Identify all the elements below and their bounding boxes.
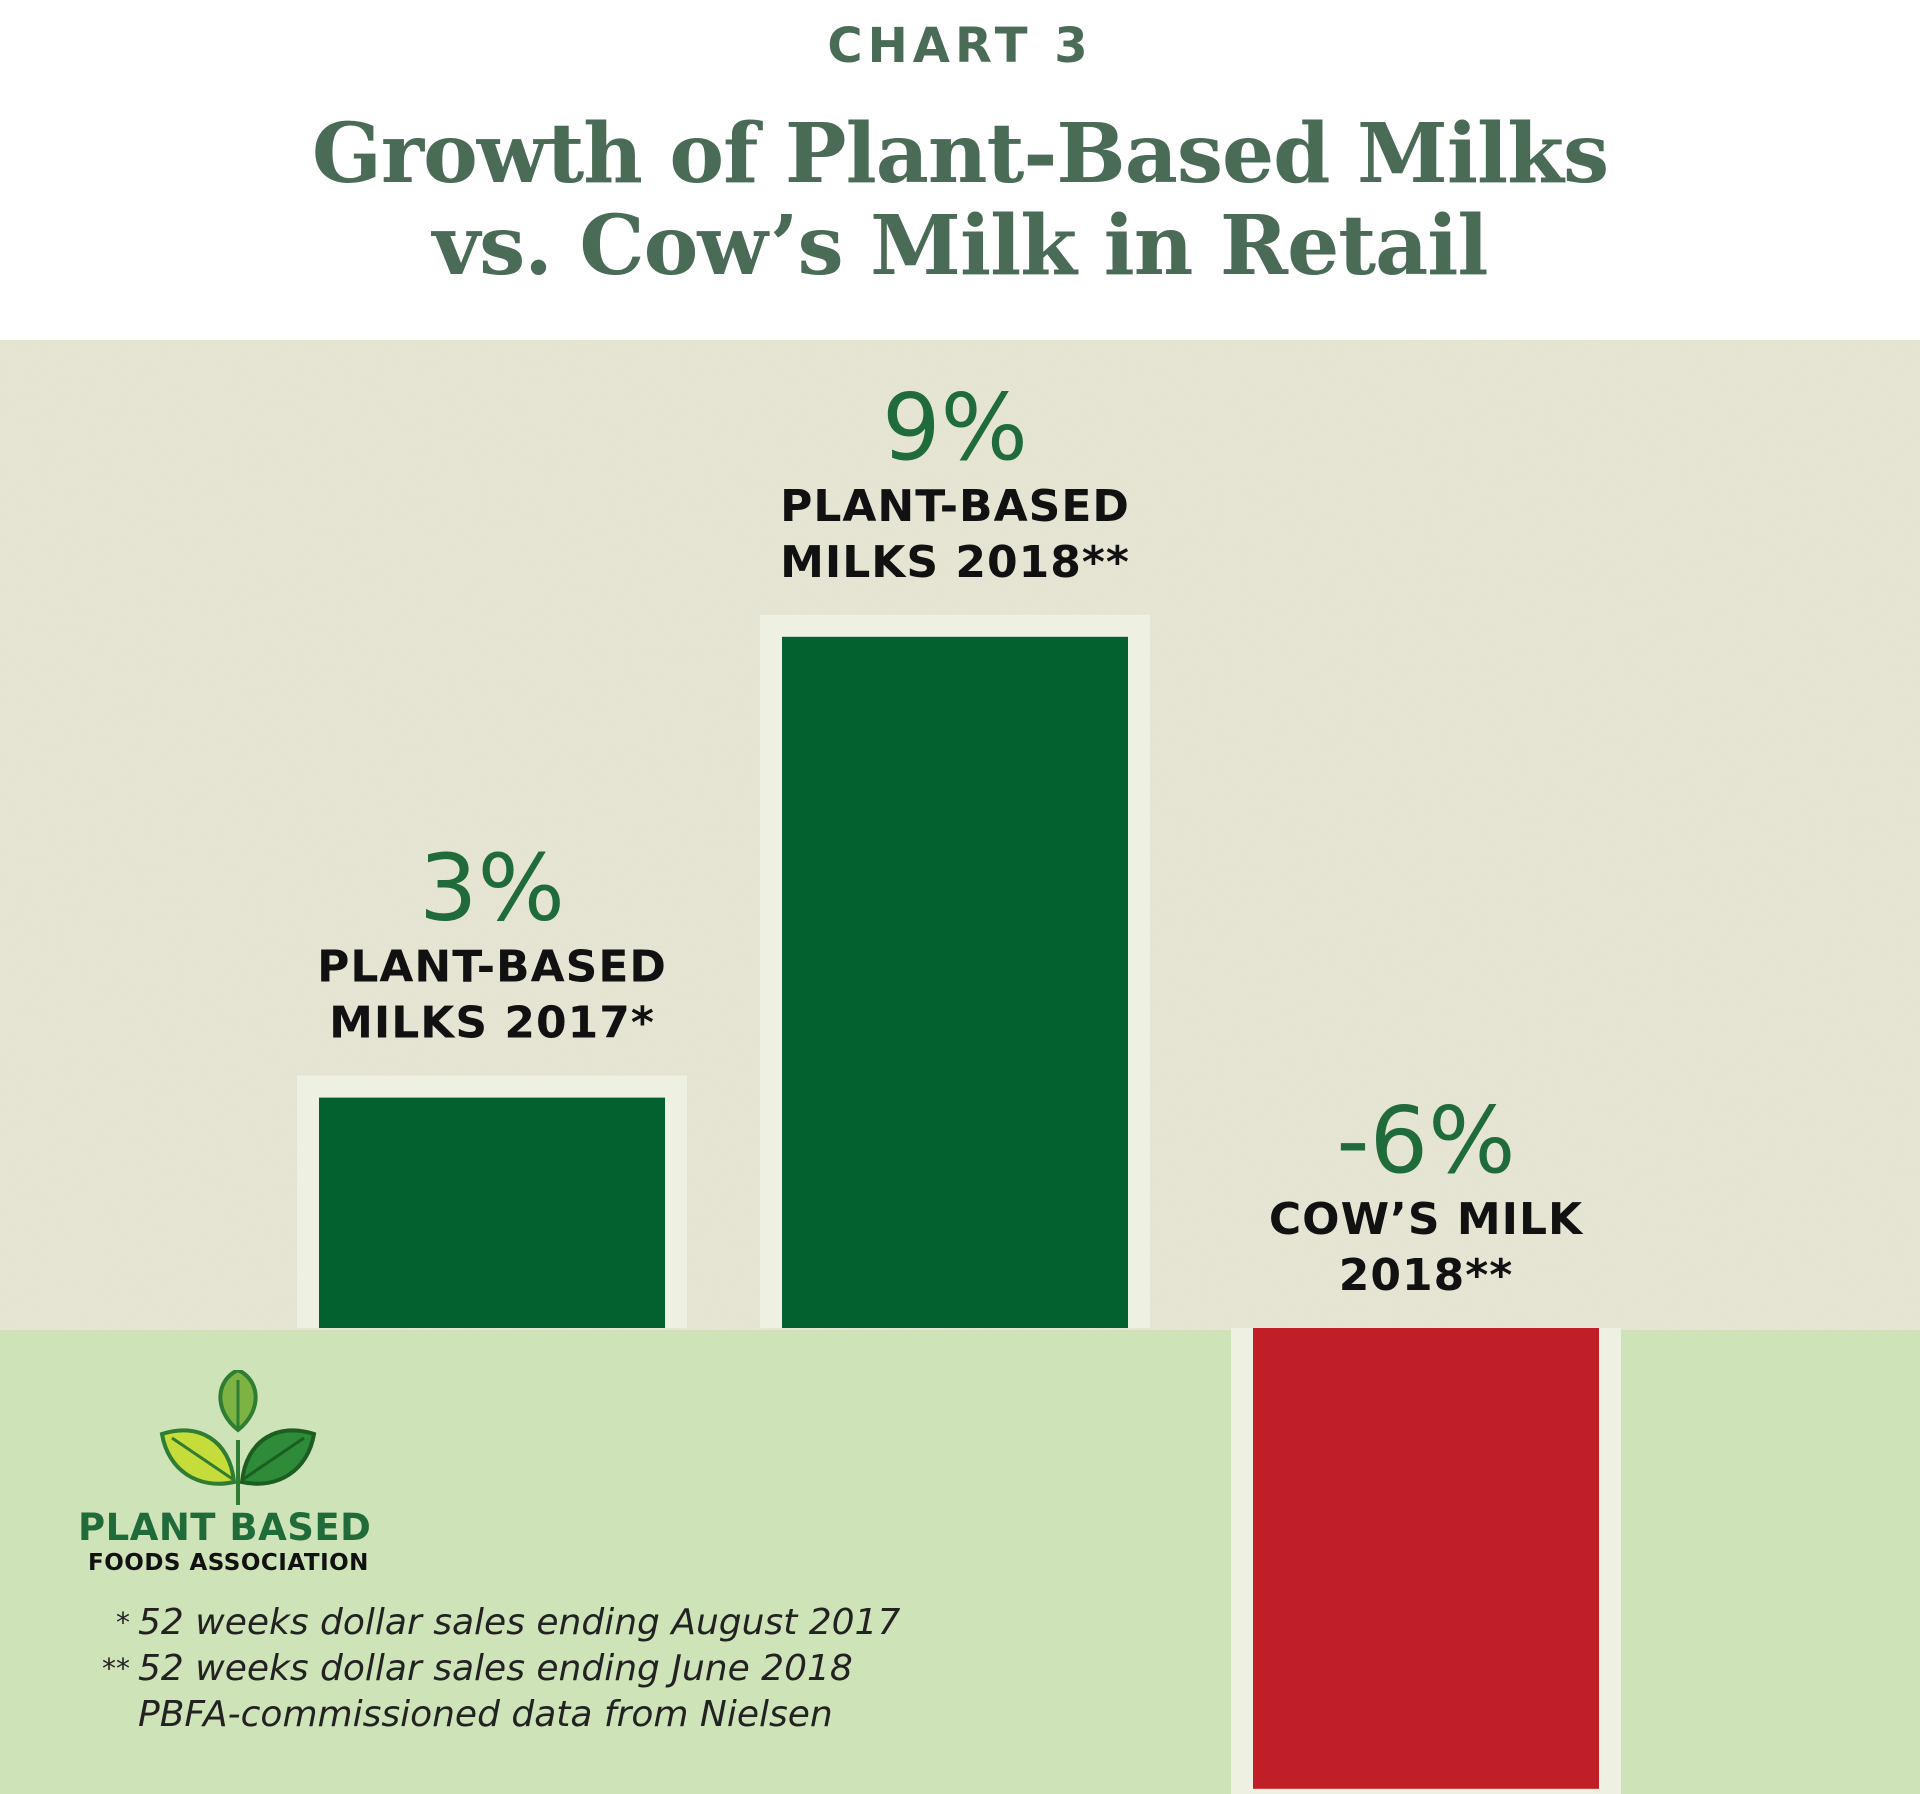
bar-plant-based-milks-2017 <box>319 1097 665 1328</box>
three-leaves-icon <box>159 1370 317 1505</box>
chart-number: CHART 3 <box>827 18 1093 74</box>
footnote-text: PBFA-commissioned data from Nielsen <box>138 1694 833 1735</box>
footnotes: * 52 weeks dollar sales ending August 20… <box>90 1600 990 1738</box>
category-label-cow-s-milk-2018-line-2: 2018** <box>1339 1250 1513 1301</box>
chart-title-line-1: Growth of Plant-Based Milks <box>311 106 1609 202</box>
value-label-plant-based-milks-2017: 3% <box>419 835 565 942</box>
footnote-3: PBFA-commissioned data from Nielsen <box>90 1692 990 1738</box>
category-label-plant-based-milks-2018-line-1: PLANT-BASED <box>780 481 1130 532</box>
footnote-mark: ** <box>102 1652 130 1685</box>
logo-name: PLANT BASED <box>78 1506 372 1549</box>
footnote-mark <box>90 1692 138 1738</box>
bar-plant-based-milks-2018 <box>782 636 1128 1328</box>
value-label-cow-s-milk-2018: -6% <box>1336 1087 1515 1194</box>
footnote-text: 52 weeks dollar sales ending August 2017 <box>138 1602 901 1643</box>
chart-title: Growth of Plant-Based Milks vs. Cow’s Mi… <box>0 108 1920 292</box>
chart-header: CHART 3 Growth of Plant-Based Milks vs. … <box>0 0 1920 340</box>
bars-layer <box>297 614 1621 1794</box>
footnote-2: ** 52 weeks dollar sales ending June 201… <box>90 1646 990 1692</box>
footnote-mark: * <box>116 1606 130 1639</box>
value-label-plant-based-milks-2018: 9% <box>882 374 1028 481</box>
footnote-text: 52 weeks dollar sales ending June 2018 <box>138 1648 853 1689</box>
category-label-plant-based-milks-2018-line-2: MILKS 2018** <box>780 537 1130 588</box>
bar-cow-s-milk-2018 <box>1253 1328 1599 1789</box>
footnote-1: * 52 weeks dollar sales ending August 20… <box>90 1600 990 1646</box>
category-label-plant-based-milks-2017-line-1: PLANT-BASED <box>317 942 667 993</box>
pbfa-logo: PLANT BASED FOODS ASSOCIATION <box>78 1370 418 1580</box>
logo-subtitle: FOODS ASSOCIATION <box>88 1550 369 1576</box>
category-label-cow-s-milk-2018-line-1: COW’S MILK <box>1269 1194 1584 1245</box>
chart-title-line-2: vs. Cow’s Milk in Retail <box>432 198 1488 294</box>
category-label-plant-based-milks-2017-line-2: MILKS 2017* <box>329 998 655 1049</box>
